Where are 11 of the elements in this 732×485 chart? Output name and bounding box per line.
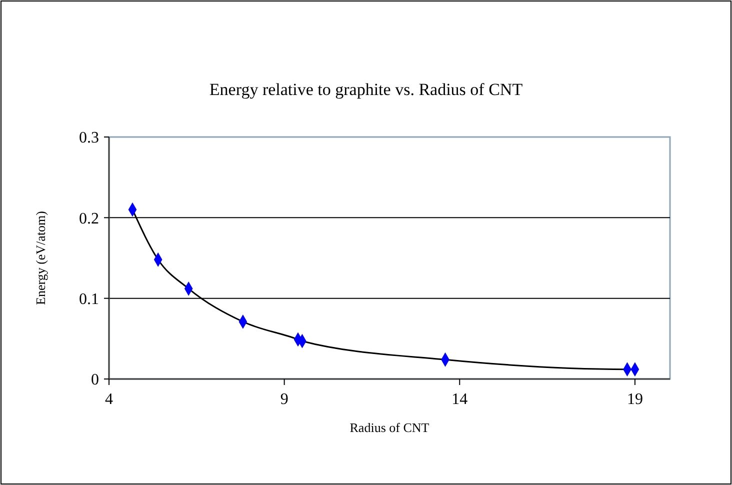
y-tick-label: 0.3 bbox=[79, 130, 99, 147]
x-axis-title: Radius of CNT bbox=[350, 420, 430, 435]
y-tick-label: 0.2 bbox=[79, 210, 99, 228]
chart-title: Energy relative to graphite vs. Radius of CNT bbox=[209, 80, 524, 99]
x-tick-label: 4 bbox=[105, 391, 113, 408]
x-tick-label: 14 bbox=[452, 391, 468, 408]
y-tick-label: 0 bbox=[91, 372, 99, 389]
x-tick-label: 9 bbox=[280, 391, 288, 408]
x-tick-label: 19 bbox=[626, 391, 643, 408]
y-axis-title: Energy (eV/atom) bbox=[33, 211, 48, 305]
y-tick-label: 0.1 bbox=[79, 290, 99, 308]
